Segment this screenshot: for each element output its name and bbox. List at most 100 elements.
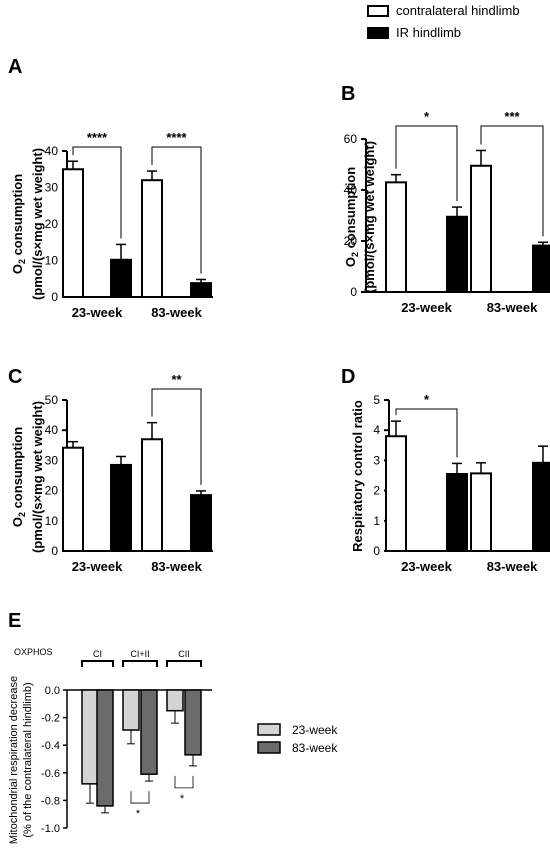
y-tick-label-c: 30 [45,453,59,467]
y-axis-title-e: Mitochondrial respiration decrease [8,676,20,844]
significance-label-a: **** [166,130,187,145]
panel-letter-d: D [341,366,355,388]
panel-letter-e: E [8,610,21,632]
y-axis-title-line2-a: (pmol/(s×mg wet weight) [30,148,45,300]
legend-swatch-contralateral [367,5,389,17]
y-axis-title-d: Respiratory control ratio [350,400,365,552]
bar-d-1-1 [532,461,550,553]
legend-e-swatch-83 [257,741,281,754]
y-tick-label-c: 40 [45,423,59,437]
chart-panel-a: 0 10 20 30 40 23-week **** 83-week **** O2 consum… [10,130,213,320]
bar-a-1-0 [141,179,163,298]
y-tick-label-c: 20 [45,484,59,498]
y-tick-label-e: -0.8 [41,795,60,807]
y-axis-title-c: O2 consumption [10,427,27,527]
bar-a-1-1 [190,282,212,299]
y-tick-label-d: 2 [373,484,380,498]
legend-e-label-23: 23-week [292,723,338,737]
y-tick-label-c: 0 [51,544,58,558]
panel-letter-c: C [8,366,22,388]
group-header-oxphos: OXPHOS [14,647,53,657]
panel-letter-b: B [341,83,355,105]
significance-label-e: * [136,808,141,820]
significance-bracket-a [151,146,202,274]
bar-e-2-0 [166,689,184,712]
legend-e-label-83: 83-week [292,741,338,755]
y-axis-title-b: O2 consumption [343,167,360,267]
category-bracket-e [122,660,158,667]
y-tick-label-a: 40 [45,144,59,158]
category-bracket-e [166,660,202,667]
y-tick-label-e: -0.2 [41,713,60,725]
y-tick-label-d: 0 [373,544,380,558]
legend-label-contralateral: contralateral hindlimb [396,3,520,18]
y-tick-label-b: 40 [344,183,358,197]
bar-e-1-0 [122,689,140,731]
bar-a-0-1 [110,258,132,298]
y-tick-label-a: 20 [45,217,59,231]
y-tick-label-e: -0.6 [41,768,60,780]
y-tick-label-c: 50 [45,393,59,407]
bar-a-0-0 [62,168,84,298]
y-tick-label-d: 1 [373,514,380,528]
significance-bracket-c [151,388,202,485]
chart-panel-c: 0 10 20 30 40 50 23-week 83-week ** O2 consumptio… [10,372,213,574]
bar-e-0-0 [81,689,99,785]
legend-top: contralateral hindlimb IR hindlimb [367,3,520,40]
y-axis-title-line2-b: (pmol/(s×mg wet weight) [362,141,377,293]
bar-e-1-1 [140,689,158,775]
x-category-label-b: 83-week [487,300,538,315]
y-tick-label-e: 0.0 [45,685,60,697]
legend-swatch-ir [367,27,389,39]
y-tick-label-b: 20 [344,234,358,248]
bar-b-1-0 [470,164,492,293]
significance-label-b: * [424,109,430,124]
y-tick-label-a: 10 [45,254,59,268]
x-category-label-d: 23-week [401,559,452,574]
bar-c-1-1 [190,494,212,553]
significance-label-b: *** [504,109,520,124]
y-tick-label-b: 60 [344,132,358,146]
significance-bracket-e [174,775,194,789]
significance-label-d: * [424,392,430,407]
y-tick-label-e: -1.0 [41,823,60,835]
y-tick-label-a: 0 [51,290,58,304]
bar-e-2-1 [184,689,202,756]
legend-e: 23-week 83-week [257,723,338,755]
bar-c-0-1 [110,463,132,552]
significance-bracket-b [480,125,544,237]
category-bracket-e [81,660,114,667]
chart-panel-b: 0 20 40 60 23-week * 83-week *** O2 consumption(… [343,109,550,315]
bar-c-0-0 [62,446,84,552]
significance-label-c: ** [171,372,182,387]
x-category-label-c: 83-week [151,559,202,574]
bar-b-0-1 [446,215,468,293]
y-axis-title-a: O2 consumption [10,174,27,274]
x-category-label-a: 23-week [72,305,123,320]
bar-d-0-1 [446,472,468,552]
x-category-label-b: 23-week [401,300,452,315]
bar-e-0-1 [96,689,114,807]
significance-bracket-a [72,146,122,239]
legend-label-ir: IR hindlimb [396,25,461,40]
significance-bracket-b [395,125,458,202]
category-label-e: CII [178,649,190,659]
y-tick-label-c: 10 [45,514,59,528]
significance-label-e: * [180,793,185,805]
x-category-label-c: 23-week [72,559,123,574]
panel-letter-a: A [8,56,22,78]
y-axis-title-line2-e: (% of the contralateral hindlimb) [22,682,34,837]
y-tick-label-d: 5 [373,393,380,407]
x-category-label-a: 83-week [151,305,202,320]
significance-label-a: **** [87,130,108,145]
significance-bracket-e [130,791,150,804]
bar-c-1-0 [141,438,163,553]
legend-e-swatch-23 [257,723,281,736]
y-axis-title-line2-c: (pmol/(s×mg wet weight) [30,401,45,553]
category-label-e: CI+II [130,649,149,659]
bar-b-1-1 [532,244,550,293]
significance-bracket-d [395,408,458,458]
bar-d-1-0 [470,472,492,552]
x-category-label-d: 83-week [487,559,538,574]
